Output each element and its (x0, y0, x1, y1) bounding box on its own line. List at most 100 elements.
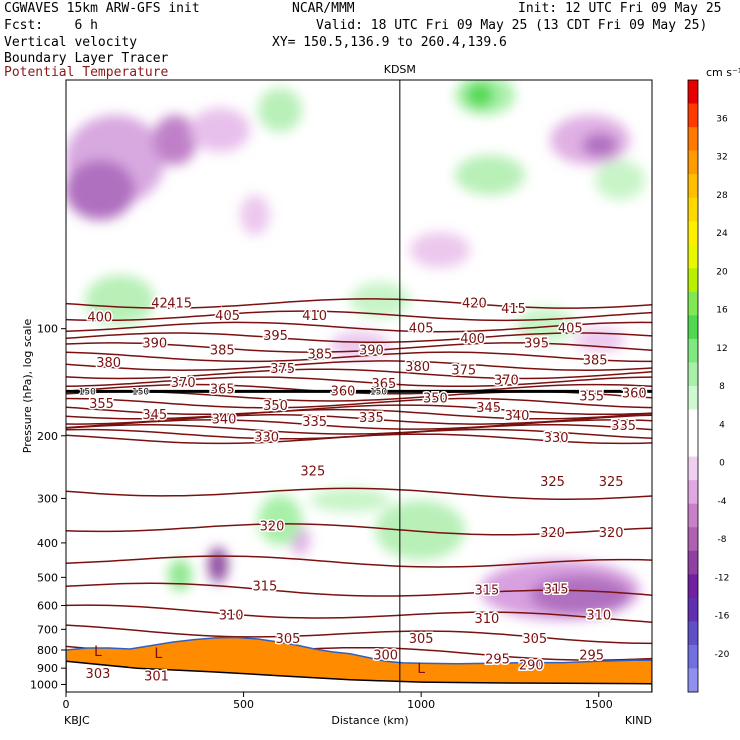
colorbar-swatch (688, 668, 698, 693)
theta-isoline (66, 433, 652, 445)
x-axis: 0 500 1000 1500 (63, 692, 613, 711)
theta-label: 405 (409, 322, 434, 337)
colorbar-swatch (688, 362, 698, 387)
colorbar-label: -16 (715, 612, 730, 622)
x-tick-label: 1000 (407, 698, 435, 711)
descent-area (582, 133, 618, 157)
theta-label: 370 (494, 374, 519, 389)
colorbar: 36 32 28 24 20 16 12 8 4 0 -4 -8 -12 -16 -20 (687, 79, 730, 693)
theta-isoline (66, 342, 652, 353)
theta-isoline (66, 376, 652, 388)
theta-label: 415 (167, 297, 192, 312)
theta-label: 320 (260, 520, 285, 535)
field-boundary-layer-tracer: Boundary Layer Tracer (4, 51, 169, 66)
low-marker: L (417, 661, 425, 677)
y-axis: 100 200 300 400 500 600 700 800 900 1000 (30, 323, 66, 691)
theta-label: 355 (89, 397, 114, 412)
theta-label: 335 (302, 415, 327, 430)
theta-label: 303 (86, 667, 111, 682)
colorbar-label: 32 (716, 153, 727, 163)
colorbar-label: 12 (716, 344, 727, 354)
theta-label: 305 (276, 632, 301, 647)
colorbar-swatch (688, 550, 698, 575)
colorbar-frame (687, 79, 699, 693)
theta-label: 385 (308, 347, 333, 362)
terrain (66, 636, 652, 692)
ascent-area (85, 275, 155, 325)
low-marker: L (154, 646, 162, 662)
theta-label: 320 (540, 526, 565, 541)
colorbar-swatch (688, 80, 698, 105)
theta-label: 420 (462, 297, 487, 312)
theta-label: 325 (599, 475, 624, 490)
theta-label: 395 (263, 329, 288, 344)
colorbar-swatch (688, 268, 698, 293)
theta-label: 400 (460, 332, 485, 347)
theta-isoline (66, 604, 652, 623)
colorbar-swatch (688, 174, 698, 199)
theta-label: 405 (215, 309, 240, 324)
colorbar-label: -20 (715, 650, 730, 660)
theta-isoline (66, 383, 652, 395)
theta-isoline (66, 424, 652, 435)
x-tick-label: 0 (63, 698, 70, 711)
colorbar-swatch (688, 456, 698, 481)
colorbar-unit: cm s⁻¹ (706, 66, 740, 79)
y-axis-label: Pressure (hPa), log scale (21, 319, 34, 454)
ascent-area (310, 488, 390, 512)
theta-label: 330 (544, 431, 569, 446)
theta-label: 385 (583, 354, 608, 369)
theta-isoline (66, 555, 652, 568)
theta-isoline (66, 368, 652, 380)
descent-area (153, 115, 197, 165)
theta-label: 385 (210, 343, 235, 358)
colorbar-label: -4 (718, 497, 727, 507)
theta-label: 390 (359, 343, 384, 358)
low-marker: L (94, 644, 102, 660)
theta-label: 345 (476, 401, 501, 416)
theta-label: 370 (171, 376, 196, 391)
theta-label: 400 (87, 310, 112, 325)
colorbar-swatch (688, 644, 698, 669)
theta-label: 310 (219, 609, 244, 624)
y-tick-label: 700 (37, 623, 58, 636)
right-endpoint-label: KIND (625, 714, 652, 727)
theta-isoline (66, 360, 652, 371)
theta-label: 345 (142, 408, 167, 423)
theta-isoline (66, 408, 652, 420)
valid-time: Valid: 18 UTC Fri 09 May 25 (13 CDT Fri … (316, 18, 708, 33)
theta-label: 355 (579, 389, 604, 404)
colorbar-swatch (688, 127, 698, 152)
theta-label: 360 (331, 384, 356, 399)
theta-label: 305 (409, 632, 434, 647)
forecast-hour: Fcst: 6 h (4, 18, 98, 33)
plot-frame (65, 79, 653, 693)
kdsm-marker-label: KDSM (384, 63, 416, 76)
y-tick-label: 300 (37, 492, 58, 505)
theta-label: 290 (519, 659, 544, 674)
theta-label: 315 (544, 582, 569, 597)
ascent-area (375, 500, 465, 560)
colorbar-swatch (688, 291, 698, 316)
theta-label: 405 (558, 322, 583, 337)
theta-isoline (66, 419, 652, 430)
colorbar-swatch (688, 197, 698, 222)
colorbar-swatch (688, 527, 698, 552)
colorbar-label: 4 (719, 420, 725, 430)
theta-isoline (66, 397, 652, 409)
colorbar-swatch (688, 386, 698, 411)
theta-label: 375 (451, 363, 476, 378)
theta-label: 310 (586, 609, 611, 624)
theta-label: 360 (622, 386, 647, 401)
model-title: CGWAVES 15km ARW-GFS init (4, 1, 200, 16)
colorbar-swatch (688, 574, 698, 599)
y-tick-label: 800 (37, 644, 58, 657)
tracer-label: 150 (79, 387, 96, 397)
descent-area (530, 575, 630, 615)
colorbar-swatch (688, 480, 698, 505)
theta-label: 410 (302, 309, 327, 324)
theta-label: 365 (371, 377, 396, 392)
x-axis-label: Distance (km) (331, 714, 408, 727)
